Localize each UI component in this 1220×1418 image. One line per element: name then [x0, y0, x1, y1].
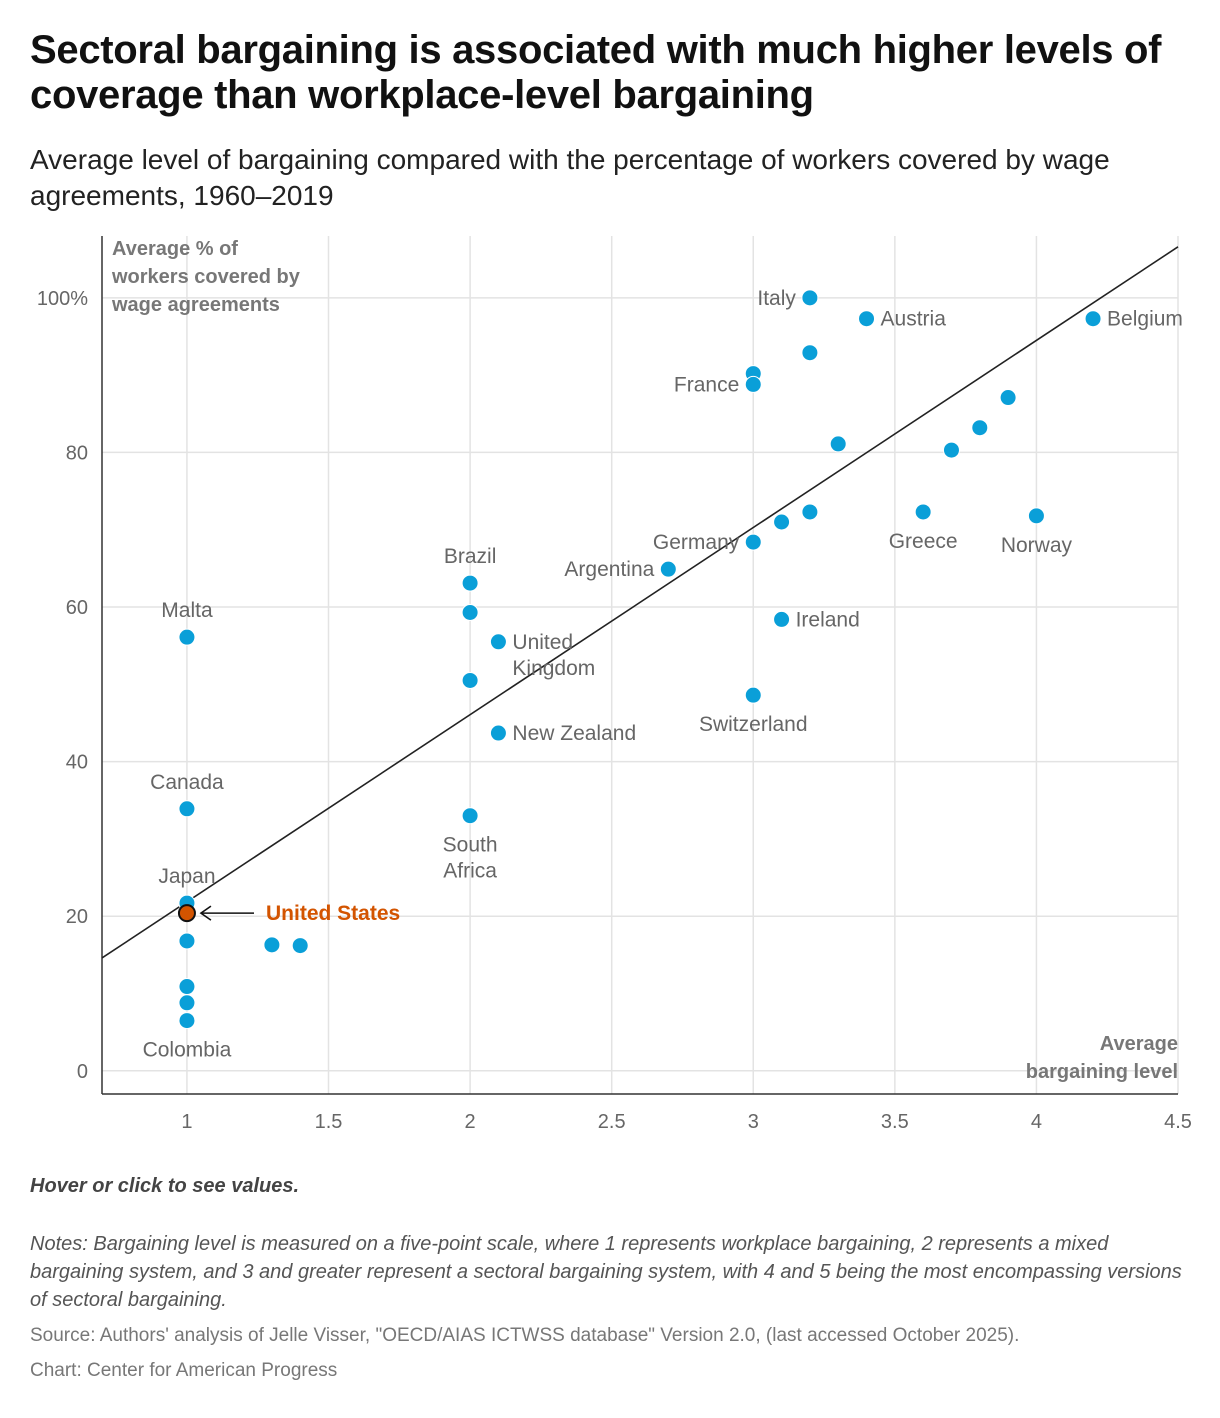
data-point — [489, 724, 507, 742]
data-point — [461, 574, 479, 592]
data-point — [1084, 310, 1102, 328]
data-point — [489, 633, 507, 651]
data-point — [461, 671, 479, 689]
point-label: Malta — [161, 599, 213, 622]
chart-source: Source: Authors' analysis of Jelle Visse… — [30, 1325, 1020, 1346]
point-label: Colombia — [143, 1039, 232, 1062]
chart-credit: Chart: Center for American Progress — [30, 1360, 338, 1381]
point-label: Italy — [757, 287, 796, 310]
data-point — [263, 936, 281, 954]
data-point — [801, 289, 819, 307]
data-point — [801, 344, 819, 362]
point-label: Kingdom — [512, 657, 595, 680]
data-point — [178, 800, 196, 818]
point-label: Argentina — [564, 558, 654, 581]
data-point — [659, 560, 677, 578]
data-point — [744, 375, 762, 393]
x-tick-label: 2 — [465, 1111, 476, 1133]
x-axis-title-line: bargaining level — [1026, 1061, 1178, 1083]
point-label: Switzerland — [699, 713, 808, 736]
point-label: Japan — [158, 865, 215, 888]
chart-axes: 0 20 40 60 80 100% 1 1.5 2 2.5 3 3.5 4 4.5 Average % o… — [37, 236, 1192, 1133]
x-tick-label: 2.5 — [598, 1111, 626, 1133]
y-tick-label: 40 — [66, 752, 88, 774]
point-label: Canada — [150, 771, 224, 794]
x-tick-label: 4 — [1031, 1111, 1042, 1133]
data-point — [291, 937, 309, 955]
data-point — [773, 513, 791, 531]
chart-subtitle: Average level of bargaining compared wit… — [30, 144, 1110, 211]
labels-group: Italy Austria Belgium France Greece Norway Ger… — [143, 287, 1183, 1062]
highlight-label: United States — [266, 902, 400, 925]
data-point — [744, 533, 762, 551]
data-point — [971, 419, 989, 437]
trendline — [101, 246, 1179, 959]
point-label: New Zealand — [512, 722, 636, 745]
point-label: South — [443, 834, 498, 857]
data-point — [178, 994, 196, 1012]
chart-grid — [102, 236, 1179, 1094]
points-group — [177, 289, 1102, 1030]
x-axis-title-line: Average — [1100, 1033, 1178, 1055]
hover-note: Hover or click to see values. — [30, 1175, 300, 1197]
x-tick-label: 4.5 — [1164, 1111, 1192, 1133]
point-label: Greece — [889, 530, 958, 553]
y-tick-label: 100% — [37, 288, 88, 310]
point-label: Germany — [653, 531, 740, 554]
data-point — [773, 610, 791, 628]
data-point — [178, 978, 196, 996]
point-label: Africa — [443, 860, 497, 883]
point-label: Austria — [881, 308, 947, 331]
data-point — [801, 503, 819, 521]
scatter-chart: 0 20 40 60 80 100% 1 1.5 2 2.5 3 3.5 4 4.5 Average % o… — [37, 236, 1192, 1133]
data-point — [178, 1012, 196, 1030]
x-tick-label: 1.5 — [315, 1111, 343, 1133]
y-tick-label: 0 — [77, 1061, 88, 1083]
y-tick-label: 80 — [66, 442, 88, 464]
y-tick-label: 20 — [66, 906, 88, 928]
data-point — [999, 389, 1017, 407]
point-label: United — [512, 631, 573, 654]
y-axis-title-line: Average % of — [112, 238, 238, 260]
data-point — [858, 310, 876, 328]
point-label: France — [674, 373, 739, 396]
data-point — [461, 807, 479, 825]
point-label: Brazil — [444, 545, 497, 568]
x-tick-label: 3 — [748, 1111, 759, 1133]
data-point — [744, 686, 762, 704]
data-point — [829, 435, 847, 453]
x-tick-label: 3.5 — [881, 1111, 909, 1133]
data-point — [178, 932, 196, 950]
trendline-group — [101, 246, 1179, 959]
point-label: Norway — [1001, 534, 1073, 557]
chart-title: Sectoral bargaining is associated with m… — [30, 28, 1162, 117]
y-axis-title-line: wage agreements — [111, 294, 280, 316]
data-point — [942, 441, 960, 459]
y-axis-title-line: workers covered by — [111, 266, 301, 288]
data-point — [1027, 507, 1045, 525]
data-point — [461, 603, 479, 621]
x-tick-label: 1 — [181, 1111, 192, 1133]
data-point — [178, 628, 196, 646]
point-label: Belgium — [1107, 308, 1183, 331]
chart-notes: Notes: Bargaining level is measured on a… — [30, 1233, 1182, 1311]
y-tick-label: 60 — [66, 597, 88, 619]
point-label: Ireland — [796, 608, 860, 631]
data-point — [914, 503, 932, 521]
highlight-arrow-head — [199, 905, 212, 921]
highlight-point — [177, 904, 196, 923]
